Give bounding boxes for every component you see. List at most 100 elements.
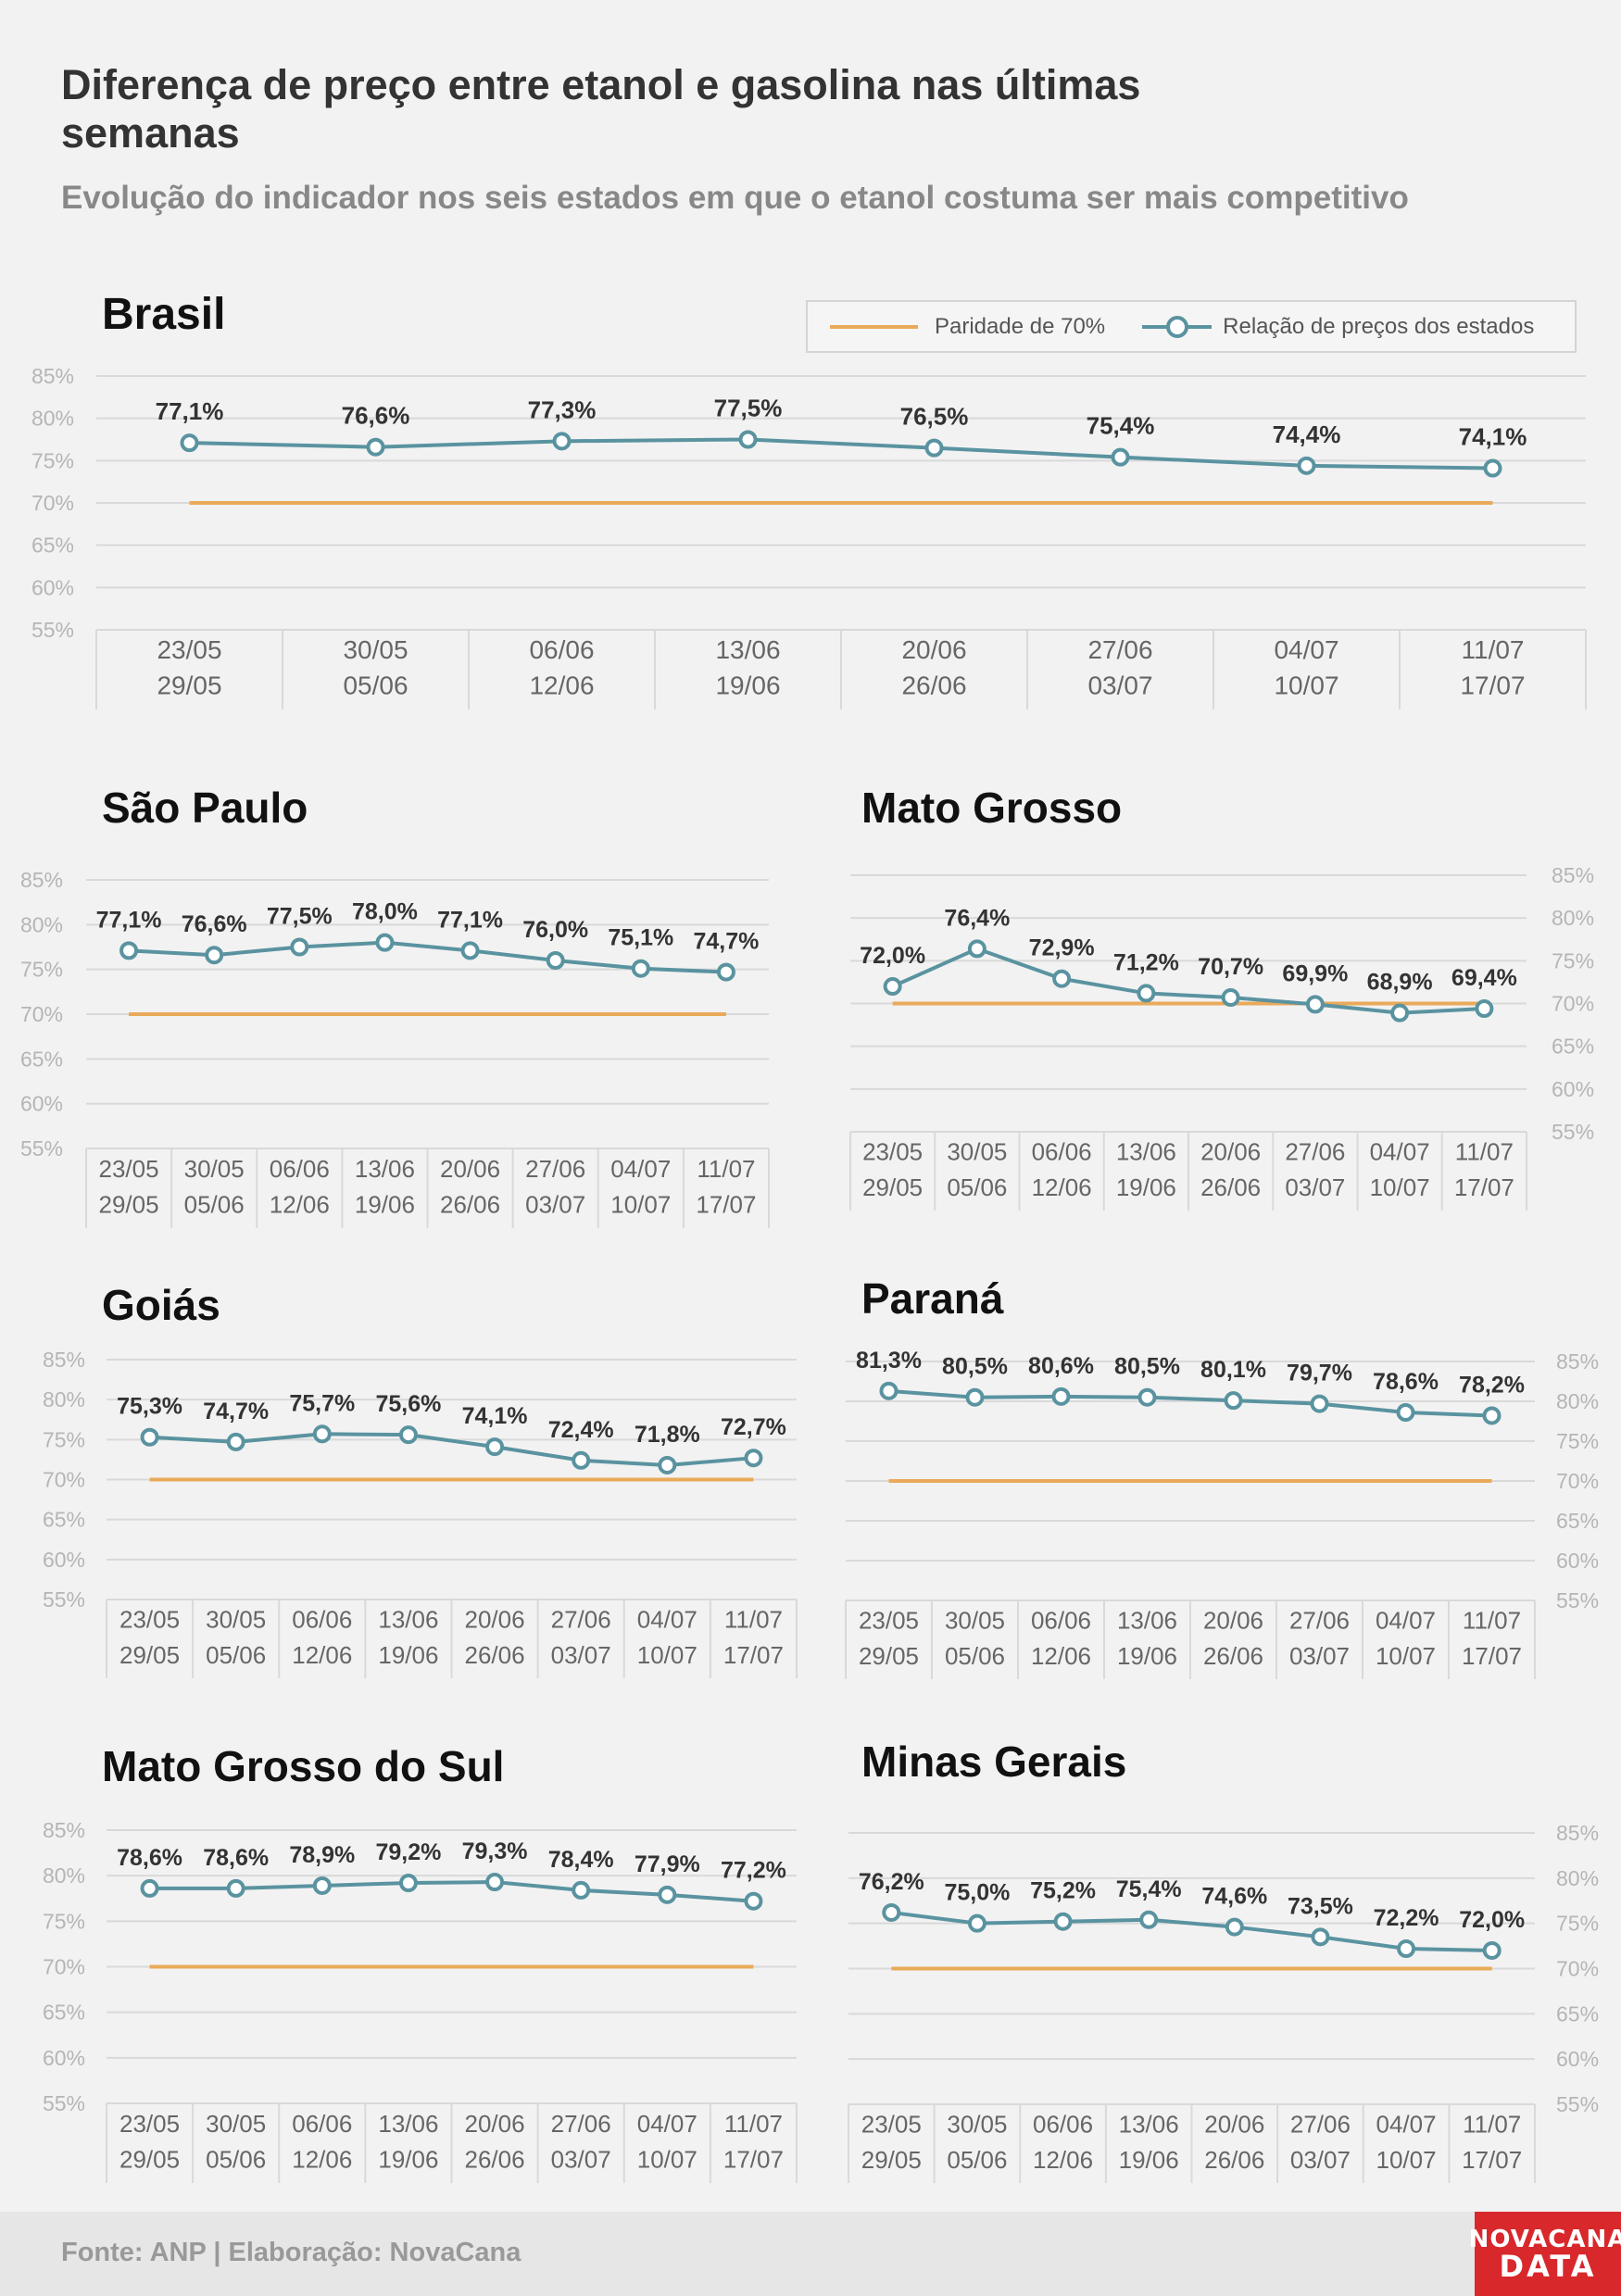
- x-tick-label: 30/05: [947, 1138, 1007, 1166]
- y-tick-label: 80%: [43, 1387, 85, 1411]
- legend-ratio-swatch: [1142, 315, 1213, 338]
- data-point: [398, 1874, 418, 1893]
- x-tick-label: 13/06: [378, 1606, 438, 1634]
- data-label: 75,3%: [117, 1394, 182, 1420]
- y-tick-label: 55%: [20, 1136, 63, 1161]
- x-tick-label: 11/07: [1463, 1607, 1521, 1635]
- data-point: [119, 941, 139, 960]
- x-tick-label: 17/07: [1462, 2146, 1522, 2174]
- y-tick-label: 55%: [1556, 2092, 1599, 2116]
- y-tick-label: 80%: [31, 407, 74, 431]
- data-label: 72,0%: [860, 943, 925, 969]
- data-label: 72,9%: [1029, 935, 1095, 961]
- x-tick-label: 29/05: [157, 671, 221, 700]
- x-tick-label: 03/07: [1285, 1173, 1345, 1201]
- chart-goias: Goiás 55% 60% 65% 70% 75% 80% 85% 23/05 29/05 30/0…: [43, 1281, 798, 1678]
- y-tick-label: 80%: [1556, 1866, 1599, 1890]
- x-tick-label: 11/07: [724, 2110, 783, 2138]
- data-label: 74,6%: [1201, 1884, 1267, 1910]
- y-tick-label: 70%: [1556, 1469, 1599, 1493]
- y-tick-label: 85%: [1556, 1821, 1599, 1845]
- x-tick-label: 30/05: [945, 1607, 1005, 1635]
- x-tick-label: 20/06: [1204, 2111, 1264, 2139]
- logo-line-2: DATA: [1499, 2248, 1597, 2284]
- x-tick-label: 04/07: [610, 1155, 671, 1183]
- chart-title: Paraná: [861, 1274, 1004, 1323]
- data-point: [1310, 1394, 1329, 1413]
- data-point: [882, 1902, 901, 1922]
- data-point: [1482, 1940, 1502, 1960]
- x-tick-label: 12/06: [1031, 1642, 1091, 1670]
- data-label: 76,6%: [342, 402, 410, 430]
- data-point: [205, 946, 224, 965]
- x-tick-label: 13/06: [355, 1155, 415, 1183]
- data-point: [460, 941, 480, 960]
- data-label: 80,5%: [942, 1354, 1008, 1380]
- x-tick-label: 11/07: [724, 1606, 783, 1634]
- data-point: [140, 1878, 159, 1898]
- legend-ratio-label: Relação de preços dos estados: [1223, 313, 1535, 339]
- data-point: [226, 1432, 245, 1451]
- data-label: 69,4%: [1451, 965, 1517, 991]
- x-tick-label: 17/07: [1462, 1642, 1522, 1670]
- data-label: 78,6%: [117, 1845, 182, 1871]
- chart-title: Mato Grosso do Sul: [102, 1742, 504, 1790]
- data-label: 79,2%: [375, 1839, 441, 1865]
- y-tick-label: 60%: [43, 1548, 85, 1572]
- y-tick-label: 75%: [43, 1427, 85, 1451]
- data-point: [1482, 1406, 1502, 1425]
- page-title: Diferença de preço entre etanol e gasoli…: [61, 61, 1141, 157]
- y-tick-label: 60%: [43, 2046, 85, 2070]
- data-label: 80,5%: [1114, 1354, 1180, 1380]
- x-tick-label: 19/06: [378, 1641, 438, 1669]
- data-label: 79,3%: [462, 1838, 528, 1864]
- x-tick-label: 04/07: [1370, 1138, 1430, 1166]
- x-tick-label: 20/06: [1200, 1138, 1261, 1166]
- x-tick-label: 30/05: [206, 2110, 266, 2138]
- x-tick-label: 12/06: [1032, 1173, 1092, 1201]
- x-tick-label: 26/06: [1204, 2146, 1264, 2174]
- x-tick-label: 23/05: [859, 1607, 919, 1635]
- x-tick-label: 17/07: [1454, 1173, 1514, 1201]
- y-tick-label: 60%: [20, 1092, 63, 1116]
- y-tick-label: 75%: [1556, 1429, 1599, 1453]
- data-label: 78,0%: [352, 899, 418, 925]
- x-tick-label: 06/06: [292, 2110, 352, 2138]
- series-line: [149, 1432, 754, 1467]
- data-label: 76,2%: [859, 1869, 924, 1895]
- y-tick-label: 85%: [43, 1818, 85, 1842]
- data-label: 77,1%: [437, 907, 503, 933]
- data-point: [375, 933, 395, 952]
- chart-title: Brasil: [102, 290, 225, 339]
- data-point: [1297, 456, 1316, 475]
- data-point: [1225, 1917, 1244, 1937]
- y-tick-label: 60%: [1552, 1077, 1594, 1101]
- chart-parana: Paraná 55% 60% 65% 70% 75% 80% 85% 23/05 29/05 30/…: [845, 1274, 1599, 1679]
- x-tick-label: 26/06: [440, 1191, 500, 1219]
- series-line: [891, 1910, 1492, 1952]
- y-tick-label: 70%: [20, 1002, 63, 1026]
- x-tick-label: 13/06: [1116, 1138, 1176, 1166]
- x-tick-label: 10/07: [1370, 1173, 1430, 1201]
- x-tick-label: 06/06: [1031, 1607, 1091, 1635]
- y-tick-label: 70%: [43, 1955, 85, 1979]
- y-tick-label: 75%: [20, 958, 63, 982]
- x-tick-label: 23/05: [157, 635, 221, 664]
- x-tick-label: 10/07: [610, 1191, 671, 1219]
- data-point: [1139, 1910, 1159, 1929]
- y-tick-label: 55%: [31, 618, 74, 642]
- chart-title: Mato Grosso: [861, 784, 1122, 832]
- data-point: [180, 433, 199, 453]
- x-tick-label: 17/07: [696, 1191, 756, 1219]
- y-tick-label: 65%: [43, 2001, 85, 2025]
- data-point: [312, 1876, 332, 1895]
- x-tick-label: 17/07: [723, 2146, 784, 2174]
- x-tick-label: 27/06: [1087, 635, 1152, 664]
- data-point: [967, 1913, 986, 1933]
- y-tick-label: 60%: [31, 575, 74, 599]
- data-point: [572, 1450, 591, 1470]
- data-point: [366, 437, 385, 457]
- y-tick-label: 80%: [20, 912, 63, 936]
- x-tick-label: 10/07: [1274, 671, 1338, 700]
- x-tick-label: 20/06: [465, 1606, 525, 1634]
